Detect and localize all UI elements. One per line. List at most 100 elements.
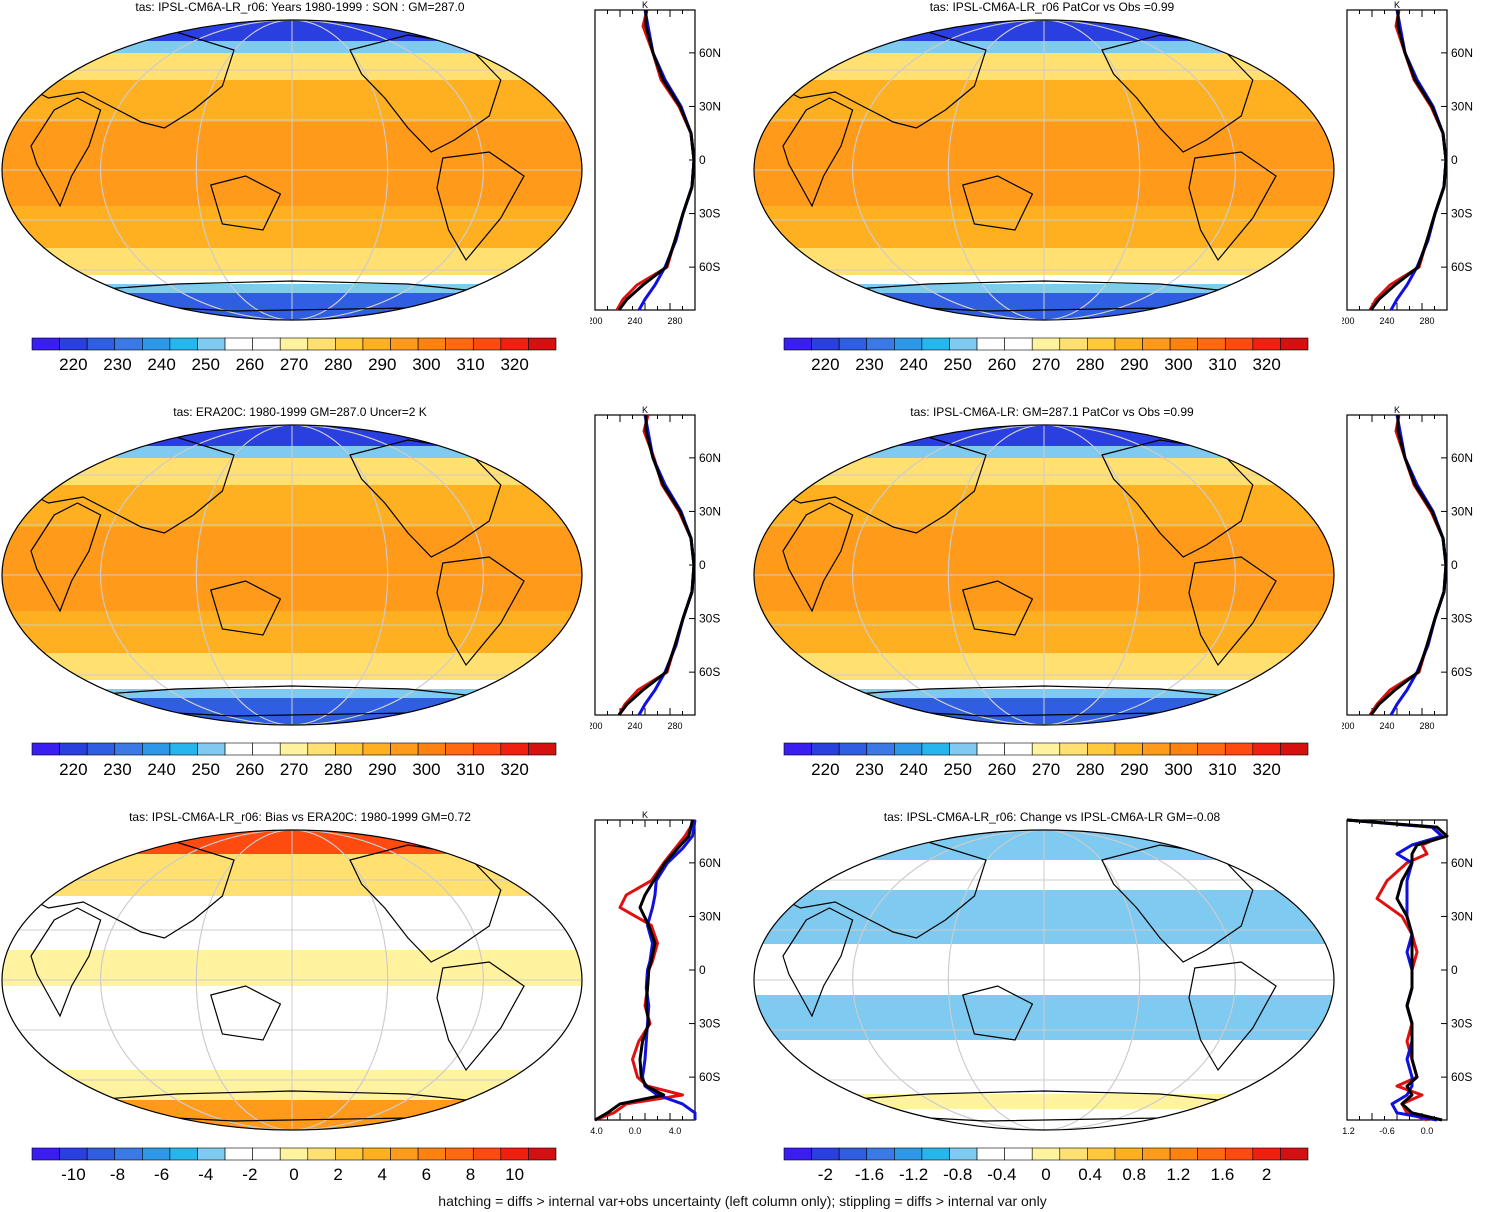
colorbar-label: 0.4 [1078,1165,1102,1184]
zonal-x-tick-label: 240 [1379,316,1394,326]
panel-title: tas: ERA20C: 1980-1999 GM=287.0 Uncer=2 … [173,405,427,419]
colorbar-swatch [197,742,226,756]
colorbar-swatch [279,742,309,756]
colorbar-label: -2 [242,1165,257,1184]
zonal-lat-label: 60S [1451,260,1472,274]
zonal-series-line [617,414,696,716]
zonal-unit-label: K [642,0,648,10]
colorbar-swatch [949,1147,978,1161]
colorbar-label: 2 [1262,1165,1271,1184]
colorbar-swatch [307,742,336,756]
colorbar-swatch [169,742,198,756]
colorbar-label: 250 [944,760,972,779]
zonal-x-tick-label: 0.0 [629,1126,642,1136]
zonal-x-tick-label: 240 [627,316,642,326]
colorbar-swatch [31,742,60,756]
colorbar-swatch [811,1147,840,1161]
colorbar-swatch [838,1147,868,1161]
colorbar-swatch [1004,337,1033,351]
colorbar-swatch [1197,1147,1226,1161]
colorbar-label: 220 [811,355,839,374]
colorbar-swatch [472,1147,502,1161]
colorbar-swatch [86,742,116,756]
colorbar-label: 220 [59,760,87,779]
panel-title: tas: IPSL-CM6A-LR_r06: Years 1980-1999 :… [135,0,465,14]
zonal-lat-label: 0 [699,558,706,572]
colorbar-swatch [224,1147,253,1161]
zonal-lat-label: 60N [699,46,721,60]
colorbar-swatch [528,1147,557,1161]
colorbar-swatch [1252,337,1281,351]
colorbar-swatch [224,337,253,351]
colorbar-swatch [866,1147,895,1161]
colorbar-swatch [59,1147,88,1161]
zonal-unit-label: K [642,405,648,415]
zonal-mean-plot: K 200 240 280 60N 30N 0 30S 60S [1342,405,1473,731]
colorbar-swatch [335,742,364,756]
zonal-x-tick-label: 240 [627,721,642,731]
colorbar-swatch [252,742,281,756]
colorbar-label: 320 [1252,760,1280,779]
colorbar-swatch [1280,1147,1309,1161]
colorbar-label: 0 [1041,1165,1050,1184]
colorbar-label: 1.2 [1167,1165,1191,1184]
zonal-lat-label: 30S [1451,612,1472,626]
colorbar-label: 270 [1032,760,1060,779]
colorbar-swatch [86,337,116,351]
colorbar-swatch [417,337,446,351]
colorbar-label: -2 [818,1165,833,1184]
zonal-series-line [1346,818,1449,1122]
map-plot [753,19,1335,321]
zonal-x-tick-label: 200 [1342,316,1355,326]
colorbar-label: 310 [456,355,484,374]
colorbar-swatch [252,337,281,351]
zonal-lat-label: 0 [699,963,706,977]
colorbar-label: 8 [466,1165,475,1184]
colorbar-swatch [1059,337,1088,351]
zonal-lat-label: 30S [699,612,720,626]
colorbar-swatch [279,1147,309,1161]
colorbar: 220 230 240 250 260 270 280 290 300 310 320 [31,337,557,374]
colorbar-swatch [894,1147,923,1161]
colorbar-swatch [362,337,391,351]
zonal-series-line [594,819,697,1122]
zonal-lat-label: 60S [699,665,720,679]
colorbar-swatch [142,337,171,351]
map-plot [753,424,1335,726]
zonal-lat-label: 30N [699,99,721,113]
colorbar-swatch [1059,1147,1088,1161]
colorbar-swatch [1114,337,1143,351]
colorbar-swatch [417,742,446,756]
colorbar-label: 300 [1164,760,1192,779]
zonal-x-tick-label: 200 [1342,721,1355,731]
zonal-lat-label: 60N [1451,451,1473,465]
zonal-lat-label: 60S [699,1070,720,1084]
figure-caption: hatching = diffs > internal var+obs unce… [438,1193,1047,1209]
colorbar-swatch [838,742,868,756]
colorbar-swatch [114,742,143,756]
panel-title: tas: IPSL-CM6A-LR_r06: Bias vs ERA20C: 1… [129,810,471,824]
colorbar-swatch [335,1147,364,1161]
colorbar-swatch [1031,742,1061,756]
colorbar-swatch [921,337,950,351]
colorbar-swatch [866,742,895,756]
colorbar: 220 230 240 250 260 270 280 290 300 310 320 [31,742,557,779]
colorbar-label: 280 [1076,760,1104,779]
colorbar: -10 -8 -6 -4 -2 0 2 4 6 8 10 [31,1147,557,1184]
zonal-x-tick-label: -4.0 [590,1126,603,1136]
zonal-lat-label: 60S [699,260,720,274]
colorbar-swatch [59,337,88,351]
zonal-mean-plot: K 200 240 280 60N 30N 0 30S 60S [590,0,721,326]
colorbar-swatch [445,742,474,756]
panel-title: tas: IPSL-CM6A-LR: GM=287.1 PatCor vs Ob… [910,405,1194,419]
zonal-lat-label: 0 [1451,153,1458,167]
zonal-lat-label: 0 [1451,558,1458,572]
colorbar-label: 4 [378,1165,387,1184]
colorbar-label: -10 [61,1165,86,1184]
colorbar-swatch [307,337,336,351]
colorbar-swatch [976,742,1005,756]
colorbar-label: 300 [1164,355,1192,374]
zonal-lat-label: 30N [1451,909,1473,923]
colorbar-swatch [335,337,364,351]
colorbar-swatch [1004,1147,1033,1161]
